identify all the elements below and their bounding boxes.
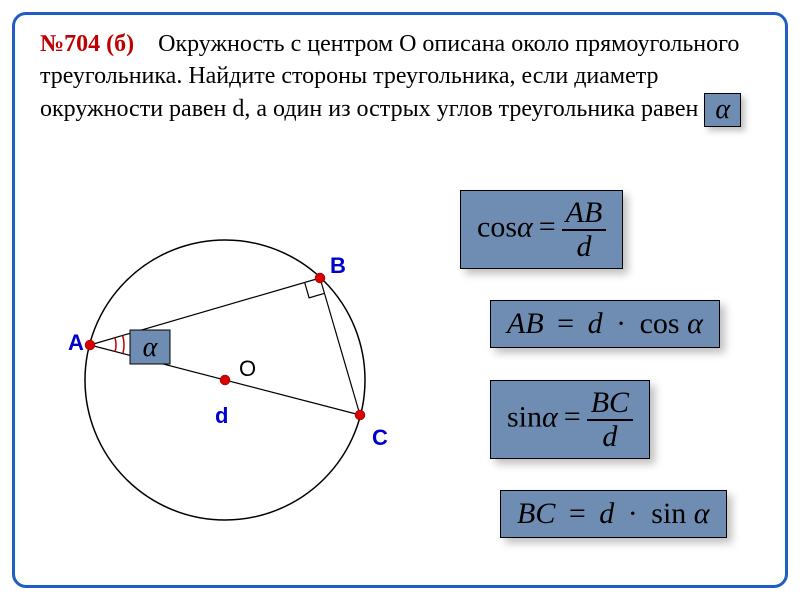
svg-text:O: O [239,356,256,381]
problem-body: Окружность с центром О описана около пря… [40,31,739,122]
svg-text:C: C [372,425,388,450]
svg-text:B: B [330,253,346,278]
formula-box: cosα=ABd [460,190,623,269]
formula-box: sinα=BCd [490,380,650,459]
problem-statement: №704 (б) Окружность с центром О описана … [40,28,760,127]
svg-text:A: A [68,330,84,355]
svg-text:d: d [215,403,228,428]
diagram-svg: α A B C Od [40,190,420,570]
formula-box: BC = d · sin α [500,490,727,538]
problem-number: №704 (б) [40,31,134,57]
formula-box: AB = d · cos α [490,300,720,348]
alpha-chip-inline: α [704,93,741,127]
geometry-diagram: α A B C Od [40,190,420,570]
svg-text:α: α [143,332,159,363]
